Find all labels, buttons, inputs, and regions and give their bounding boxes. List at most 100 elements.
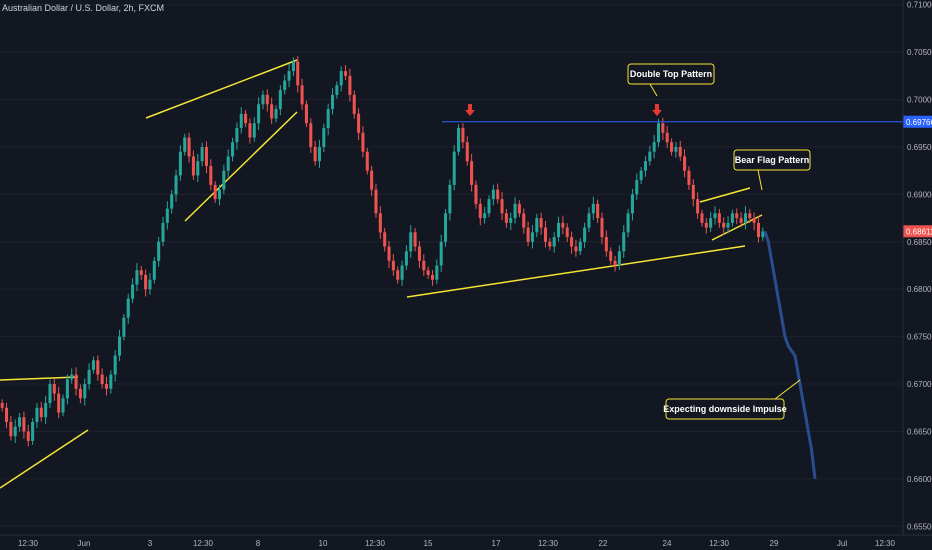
candle-body bbox=[735, 213, 739, 219]
candle-body bbox=[113, 355, 117, 375]
candle-body bbox=[44, 403, 48, 418]
candle-body bbox=[370, 170, 374, 190]
callout-pointer bbox=[649, 83, 658, 97]
candle-body bbox=[335, 85, 339, 95]
candle-body bbox=[100, 374, 104, 385]
time-tick-label: 12:30 bbox=[18, 539, 39, 548]
candle-body bbox=[400, 265, 404, 280]
candle-body bbox=[652, 142, 656, 152]
candle-body bbox=[48, 384, 52, 404]
candle-body bbox=[231, 142, 235, 157]
callout-box bbox=[733, 149, 811, 171]
candle-body bbox=[357, 113, 361, 133]
candle-body bbox=[304, 104, 308, 124]
candle-body bbox=[352, 94, 356, 114]
candle-body bbox=[291, 61, 295, 72]
candle-body bbox=[622, 232, 626, 252]
time-tick-label: 24 bbox=[663, 539, 672, 548]
candle-body bbox=[339, 71, 343, 86]
candle-body bbox=[517, 203, 521, 214]
pattern-lines bbox=[0, 59, 763, 489]
time-tick-label: 17 bbox=[492, 539, 501, 548]
candle-body bbox=[430, 275, 435, 280]
trend-line bbox=[145, 59, 298, 119]
candle-body bbox=[587, 213, 591, 228]
candle-body bbox=[83, 384, 87, 399]
candle-body bbox=[500, 199, 504, 214]
time-tick-label: 12:30 bbox=[709, 539, 730, 548]
candle-body bbox=[483, 213, 487, 219]
candle-body bbox=[743, 213, 747, 223]
time-tick-label: 3 bbox=[148, 539, 153, 548]
candle-body bbox=[504, 213, 508, 223]
candle-body bbox=[270, 104, 274, 119]
candle-body bbox=[174, 175, 178, 195]
chart-grid bbox=[0, 4, 903, 527]
time-tick-label: 10 bbox=[319, 539, 328, 548]
candle-body bbox=[252, 123, 256, 138]
candle-body bbox=[704, 222, 708, 228]
candle-body bbox=[152, 260, 156, 280]
candle-body bbox=[722, 222, 726, 228]
candle-body bbox=[474, 184, 478, 204]
candle-body bbox=[65, 379, 69, 399]
candle-body bbox=[74, 374, 78, 389]
candle-body bbox=[687, 170, 691, 185]
candle-body bbox=[535, 218, 539, 233]
candle-body bbox=[0, 403, 4, 408]
candle-body bbox=[609, 251, 613, 261]
candle-body bbox=[613, 260, 617, 266]
candle-body bbox=[626, 213, 630, 233]
resistance-price-label: 0.69766 bbox=[906, 118, 932, 127]
candle-body bbox=[213, 184, 217, 200]
time-tick-label: 8 bbox=[256, 539, 261, 548]
candle-body bbox=[643, 161, 647, 171]
candle-body bbox=[365, 151, 369, 171]
time-tick-label: Jun bbox=[78, 539, 91, 548]
candle-body bbox=[448, 184, 452, 214]
candle-body bbox=[509, 218, 513, 223]
candle-body bbox=[630, 194, 634, 214]
candle-body bbox=[26, 431, 30, 441]
candle-body bbox=[383, 232, 387, 247]
candle-body bbox=[709, 218, 713, 228]
price-tick-label: 0.65500 bbox=[907, 522, 932, 531]
candle-body bbox=[61, 398, 65, 413]
candle-body bbox=[326, 109, 330, 129]
candle-body bbox=[422, 260, 426, 271]
callout-label: Bear Flag Pattern bbox=[735, 155, 810, 165]
candle-body bbox=[522, 213, 526, 228]
candle-body bbox=[583, 227, 587, 242]
candle-body bbox=[578, 241, 582, 252]
candle-body bbox=[196, 161, 200, 176]
candle-body bbox=[696, 199, 700, 214]
candle-body bbox=[126, 298, 130, 318]
candle-body bbox=[391, 260, 395, 271]
candle-body bbox=[165, 208, 169, 223]
candle-body bbox=[487, 199, 491, 214]
candlestick-series bbox=[0, 56, 765, 447]
candle-body bbox=[752, 218, 756, 223]
candle-body bbox=[70, 374, 74, 380]
candle-body bbox=[596, 203, 600, 219]
candle-body bbox=[22, 417, 26, 432]
candle-body bbox=[748, 213, 752, 219]
candle-body bbox=[478, 203, 482, 219]
chart-title: Australian Dollar / U.S. Dollar, 2h, FXC… bbox=[2, 3, 165, 13]
time-axis[interactable]: 12:30 Jun 3 12:30 8 10 12:30 15 17 12:30 22 24 12:30… bbox=[0, 534, 932, 548]
candle-body bbox=[18, 417, 22, 427]
candle-body bbox=[691, 184, 695, 200]
candle-body bbox=[591, 203, 595, 214]
time-tick-label: 12:30 bbox=[193, 539, 214, 548]
candle-body bbox=[157, 241, 161, 261]
candle-body bbox=[118, 336, 122, 356]
candle-body bbox=[457, 128, 461, 152]
candle-body bbox=[313, 146, 317, 162]
trend-line bbox=[0, 376, 79, 381]
candle-body bbox=[139, 270, 143, 275]
